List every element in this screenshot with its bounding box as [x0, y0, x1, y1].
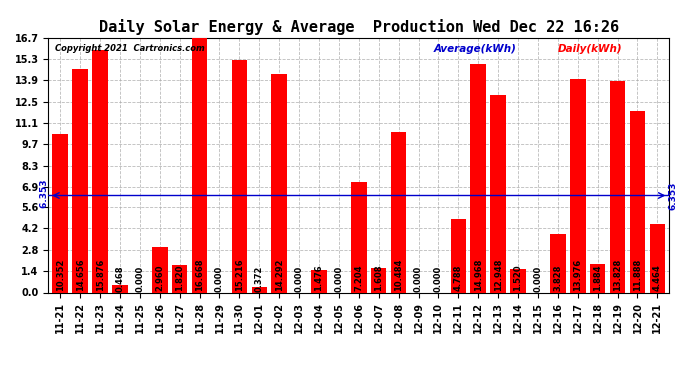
Bar [252, 287, 267, 292]
Text: 11.888: 11.888 [633, 258, 642, 291]
Text: 12.948: 12.948 [493, 258, 502, 291]
Text: Average(kWh): Average(kWh) [433, 44, 516, 54]
Text: 1.820: 1.820 [175, 264, 184, 291]
Bar [550, 234, 566, 292]
Bar [491, 95, 506, 292]
Text: 13.828: 13.828 [613, 258, 622, 291]
Bar [371, 268, 386, 292]
Bar [511, 269, 526, 292]
Text: 1.520: 1.520 [513, 264, 522, 291]
Text: 2.960: 2.960 [155, 264, 164, 291]
Bar [172, 265, 188, 292]
Text: 0.000: 0.000 [434, 266, 443, 292]
Text: 15.876: 15.876 [95, 258, 105, 291]
Bar [649, 224, 665, 292]
Text: 10.484: 10.484 [394, 258, 403, 291]
Bar [232, 60, 247, 292]
Text: 16.668: 16.668 [195, 258, 204, 291]
Bar [92, 50, 108, 292]
Text: 3.828: 3.828 [553, 264, 562, 291]
Bar [451, 219, 466, 292]
Bar [570, 79, 586, 292]
Text: 0.000: 0.000 [414, 266, 423, 292]
Bar [630, 111, 645, 292]
Bar [391, 132, 406, 292]
Text: 14.656: 14.656 [76, 258, 85, 291]
Bar [112, 285, 128, 292]
Text: 6.353: 6.353 [669, 181, 678, 210]
Bar [590, 264, 605, 292]
Text: 0.000: 0.000 [295, 266, 304, 292]
Title: Daily Solar Energy & Average  Production Wed Dec 22 16:26: Daily Solar Energy & Average Production … [99, 19, 619, 35]
Text: 14.968: 14.968 [474, 258, 483, 291]
Text: 0.000: 0.000 [135, 266, 144, 292]
Text: 1.608: 1.608 [374, 264, 383, 291]
Text: 1.476: 1.476 [315, 264, 324, 291]
Text: 0.000: 0.000 [335, 266, 344, 292]
Text: 10.352: 10.352 [56, 258, 65, 291]
Text: 13.976: 13.976 [573, 258, 582, 291]
Text: 6.353: 6.353 [40, 180, 49, 211]
Text: Copyright 2021  Cartronics.com: Copyright 2021 Cartronics.com [55, 44, 204, 53]
Text: 1.884: 1.884 [593, 264, 602, 291]
Text: 0.000: 0.000 [533, 266, 542, 292]
Bar [271, 74, 287, 292]
Bar [351, 183, 366, 292]
Bar [610, 81, 625, 292]
Text: 0.468: 0.468 [115, 265, 124, 292]
Bar [192, 38, 207, 292]
Text: 0.372: 0.372 [255, 266, 264, 292]
Text: Daily(kWh): Daily(kWh) [558, 44, 622, 54]
Bar [72, 69, 88, 292]
Text: 4.464: 4.464 [653, 264, 662, 291]
Bar [152, 247, 168, 292]
Text: 15.216: 15.216 [235, 258, 244, 291]
Text: 0.000: 0.000 [215, 266, 224, 292]
Text: 4.788: 4.788 [454, 264, 463, 291]
Bar [471, 64, 486, 292]
Text: 14.292: 14.292 [275, 258, 284, 291]
Text: 7.204: 7.204 [354, 264, 364, 291]
Bar [52, 134, 68, 292]
Bar [311, 270, 327, 292]
